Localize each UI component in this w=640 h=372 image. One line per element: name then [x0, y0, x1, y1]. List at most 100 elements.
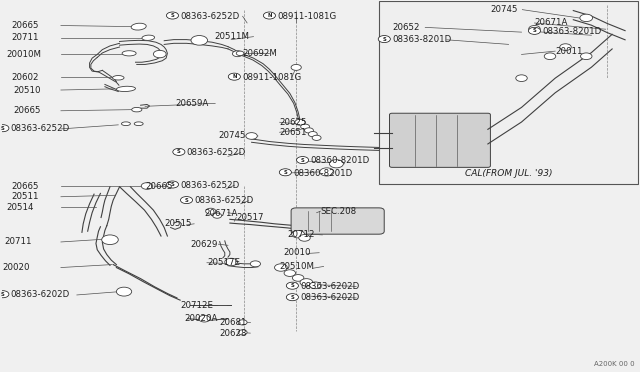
Circle shape — [246, 133, 257, 139]
Circle shape — [236, 51, 244, 55]
Circle shape — [310, 282, 321, 289]
Circle shape — [292, 275, 304, 281]
Text: 20671A: 20671A — [534, 19, 568, 28]
Text: 08360-8201D: 08360-8201D — [310, 156, 370, 165]
Text: 08363-6252D: 08363-6252D — [187, 148, 246, 157]
Circle shape — [116, 287, 132, 296]
Ellipse shape — [122, 122, 131, 126]
Circle shape — [198, 315, 210, 322]
Text: 20671A: 20671A — [204, 209, 237, 218]
Circle shape — [330, 160, 344, 168]
Circle shape — [228, 73, 241, 80]
Text: S: S — [1, 126, 4, 131]
Circle shape — [286, 282, 298, 289]
Text: 20011: 20011 — [555, 46, 582, 56]
Circle shape — [154, 50, 166, 58]
Ellipse shape — [113, 76, 124, 80]
Text: 20511M: 20511M — [214, 32, 249, 41]
Text: 20010M: 20010M — [6, 50, 42, 59]
Text: S: S — [185, 198, 188, 203]
Circle shape — [580, 53, 592, 60]
Text: 20629: 20629 — [190, 240, 218, 249]
Text: S: S — [301, 158, 305, 163]
Text: 08360-8201D: 08360-8201D — [293, 169, 353, 177]
Circle shape — [580, 14, 593, 22]
Circle shape — [301, 124, 310, 129]
Ellipse shape — [116, 86, 136, 92]
Circle shape — [529, 26, 540, 32]
Circle shape — [286, 294, 298, 301]
Text: 08363-6252D: 08363-6252D — [195, 196, 253, 205]
Text: 20745: 20745 — [218, 131, 246, 140]
Text: 20510M: 20510M — [280, 262, 315, 271]
Circle shape — [275, 264, 287, 271]
Text: S: S — [284, 170, 287, 175]
Text: 20602: 20602 — [11, 73, 38, 82]
Ellipse shape — [122, 51, 136, 56]
Text: 08911-1081G: 08911-1081G — [243, 73, 301, 82]
Circle shape — [305, 128, 314, 133]
Text: N: N — [267, 13, 271, 18]
Circle shape — [560, 44, 572, 51]
Circle shape — [102, 235, 118, 244]
Circle shape — [180, 196, 193, 203]
Circle shape — [0, 125, 9, 132]
Text: 20712E: 20712E — [180, 301, 213, 310]
Circle shape — [308, 132, 317, 137]
Circle shape — [529, 27, 541, 34]
Text: 20665: 20665 — [145, 182, 173, 190]
Text: 20020A: 20020A — [184, 314, 218, 323]
Text: 20745: 20745 — [490, 5, 518, 14]
Text: 20659A: 20659A — [175, 99, 208, 108]
Circle shape — [191, 36, 207, 45]
Text: 08363-8201D: 08363-8201D — [543, 27, 602, 36]
Text: A200K 00 0: A200K 00 0 — [593, 361, 634, 367]
Circle shape — [291, 64, 301, 70]
Text: 20711: 20711 — [11, 33, 38, 42]
Text: 20665: 20665 — [13, 106, 40, 115]
Ellipse shape — [131, 23, 146, 30]
Ellipse shape — [134, 122, 143, 126]
FancyBboxPatch shape — [390, 113, 490, 167]
Circle shape — [516, 75, 527, 81]
Text: S: S — [177, 150, 180, 154]
Text: S: S — [171, 13, 174, 18]
Text: 20712: 20712 — [287, 230, 315, 240]
Circle shape — [300, 279, 313, 286]
Text: 20651: 20651 — [280, 128, 307, 137]
Circle shape — [284, 270, 296, 276]
Text: 20020: 20020 — [3, 263, 30, 272]
Circle shape — [166, 181, 179, 188]
Circle shape — [173, 148, 185, 155]
Text: 20692M: 20692M — [243, 49, 278, 58]
Text: 20628: 20628 — [220, 328, 247, 338]
Text: 20510: 20510 — [13, 86, 40, 94]
Text: 20665: 20665 — [11, 182, 38, 190]
Text: 20517: 20517 — [236, 213, 264, 222]
Circle shape — [250, 261, 260, 267]
Circle shape — [212, 213, 221, 218]
FancyBboxPatch shape — [379, 1, 638, 184]
Text: 20010: 20010 — [284, 248, 311, 257]
Text: S: S — [291, 295, 294, 300]
Text: S: S — [532, 28, 536, 33]
Text: 08363-6202D: 08363-6202D — [300, 294, 360, 302]
Text: S: S — [171, 182, 174, 187]
Circle shape — [238, 330, 247, 335]
Text: 08363-6202D: 08363-6202D — [300, 282, 360, 291]
Ellipse shape — [142, 35, 155, 41]
Circle shape — [205, 208, 216, 214]
Circle shape — [166, 12, 179, 19]
Text: 08363-8201D: 08363-8201D — [392, 35, 451, 44]
Circle shape — [296, 157, 308, 164]
Ellipse shape — [132, 108, 142, 112]
Text: 20515: 20515 — [164, 219, 192, 228]
Text: 08363-6202D: 08363-6202D — [11, 291, 70, 299]
Text: CAL(FROM JUL. '93): CAL(FROM JUL. '93) — [465, 169, 552, 178]
Circle shape — [544, 53, 556, 60]
Circle shape — [312, 135, 321, 140]
Circle shape — [378, 36, 390, 42]
Circle shape — [320, 168, 334, 176]
FancyBboxPatch shape — [291, 208, 384, 234]
Text: 08363-6252D: 08363-6252D — [180, 12, 240, 21]
